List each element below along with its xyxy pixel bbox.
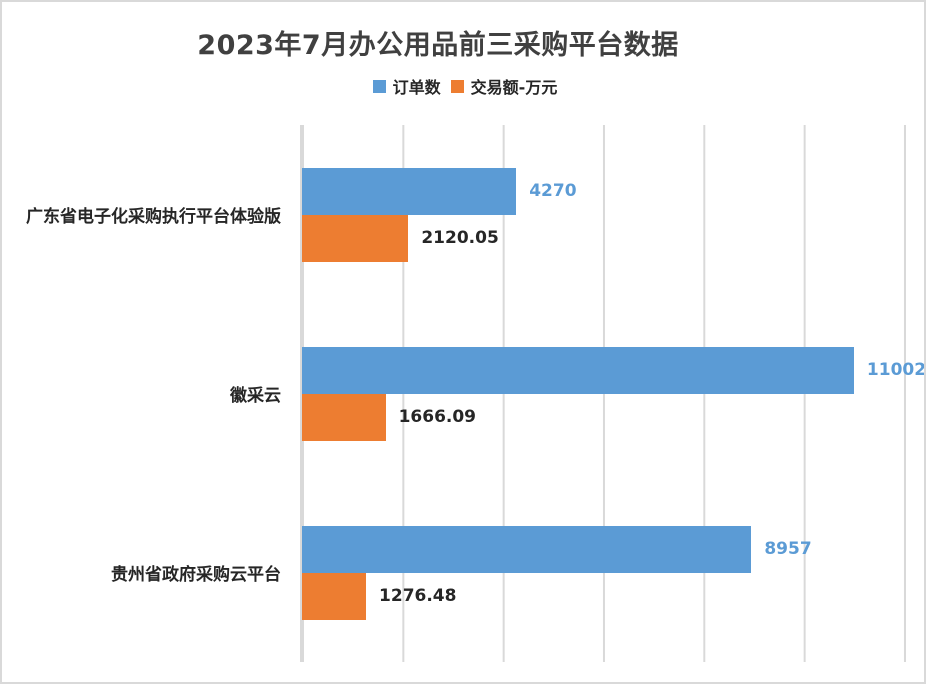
bar-orders	[302, 346, 854, 394]
legend-swatch-orange-icon	[450, 79, 464, 93]
bar-orders	[302, 167, 517, 215]
value-label: 1666.09	[398, 407, 477, 427]
plot-rows: 4270 2120.05 11002 1666.09 8957 1276.48	[302, 125, 924, 662]
category-label: 徽采云	[230, 386, 281, 406]
legend-label-orders: 订单数	[392, 78, 441, 97]
bar-line: 2120.05	[302, 214, 904, 262]
value-label: 2120.05	[421, 228, 499, 248]
legend-swatch-blue-icon	[372, 79, 386, 93]
bar-line: 11002	[302, 346, 924, 394]
bar-line: 1276.48	[302, 572, 904, 620]
legend-label-amount: 交易额-万元	[470, 78, 558, 97]
category-labels: 广东省电子化采购执行平台体验版徽采云贵州省政府采购云平台	[2, 125, 291, 662]
legend-item-orders: 订单数	[372, 74, 441, 98]
bar-line: 1666.09	[302, 393, 904, 441]
chart-title: 2023年7月办公用品前三采购平台数据	[197, 30, 679, 61]
value-label: 8957	[764, 539, 812, 559]
category-row: 4270 2120.05	[302, 125, 904, 304]
plot-area: 4270 2120.05 11002 1666.09 8957 1276.48	[300, 125, 924, 662]
bar-amount	[302, 393, 386, 441]
bar-line: 4270	[302, 167, 904, 215]
legend-item-amount: 交易额-万元	[450, 74, 558, 98]
value-label: 1276.48	[379, 586, 457, 606]
category-row: 8957 1276.48	[302, 483, 904, 662]
value-label: 4270	[529, 181, 577, 201]
bar-orders	[302, 525, 752, 573]
bar-amount	[302, 572, 367, 620]
bar-amount	[302, 214, 409, 262]
category-row: 11002 1666.09	[302, 304, 924, 483]
value-label: 11002	[866, 360, 926, 380]
category-label: 贵州省政府采购云平台	[111, 565, 281, 585]
bar-line: 8957	[302, 525, 904, 573]
category-label: 广东省电子化采购执行平台体验版	[26, 207, 281, 227]
legend: 订单数 交易额-万元	[2, 74, 924, 98]
